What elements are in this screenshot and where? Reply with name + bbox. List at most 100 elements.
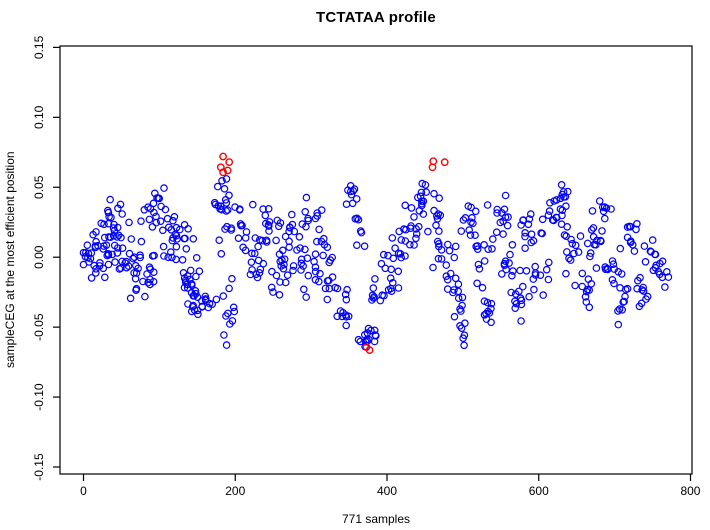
data-point [536, 271, 545, 280]
data-point [480, 311, 489, 319]
data-point [251, 234, 260, 242]
data-point [157, 202, 165, 211]
data-point [467, 203, 475, 212]
data-point [658, 273, 667, 282]
data-point [262, 238, 271, 246]
data-point [430, 206, 438, 215]
data-point [607, 205, 615, 213]
data-point [558, 206, 567, 215]
data-point [254, 242, 262, 251]
data-point [473, 279, 481, 288]
data-point [445, 246, 454, 255]
data-point [466, 231, 475, 239]
data-point [442, 261, 451, 269]
data-point [323, 243, 332, 252]
data-point [113, 249, 122, 257]
data-point [151, 189, 159, 198]
data-point [179, 268, 188, 277]
data-point [150, 268, 158, 277]
data-point [220, 185, 229, 193]
data-point [109, 231, 118, 240]
data-point [215, 236, 224, 245]
data-point [581, 292, 590, 301]
data-point [219, 292, 228, 300]
data-point [159, 226, 167, 235]
data-point [516, 266, 524, 275]
data-point [275, 290, 284, 299]
data-point [195, 267, 204, 276]
data-point [354, 335, 363, 344]
data-point [118, 210, 127, 218]
y-tick-label: 0.05 [32, 175, 46, 199]
data-point [517, 317, 525, 325]
data-point [435, 227, 443, 235]
data-point [153, 194, 161, 202]
data-point [156, 217, 165, 226]
data-point [122, 257, 130, 266]
data-point [557, 220, 566, 229]
data-point [87, 249, 96, 257]
data-point [278, 246, 287, 255]
x-tick-label: 600 [529, 484, 549, 498]
data-point [333, 312, 342, 321]
data-point [92, 228, 100, 236]
data-point [526, 210, 535, 218]
data-point [454, 294, 463, 303]
data-point [443, 275, 452, 284]
data-point [454, 280, 463, 289]
data-point [360, 242, 369, 251]
data-point [620, 297, 629, 306]
data-point [418, 199, 426, 208]
data-point [301, 245, 309, 254]
data-point [276, 219, 285, 227]
data-point [544, 258, 553, 267]
data-point [371, 331, 380, 340]
data-point [527, 238, 536, 247]
data-point [304, 271, 313, 280]
data-point [269, 288, 277, 296]
data-point [485, 309, 494, 317]
data-point [507, 288, 516, 297]
data-point [406, 224, 415, 233]
data-point [228, 274, 236, 283]
data-point [315, 225, 323, 234]
data-point [352, 195, 361, 203]
data-point [223, 206, 232, 214]
data-point [560, 231, 569, 239]
data-point [394, 284, 403, 292]
data-point [255, 268, 264, 277]
data-point [450, 312, 459, 321]
data-point [537, 229, 545, 237]
data-point [236, 205, 244, 214]
data-point [595, 197, 604, 205]
data-point [201, 292, 210, 301]
data-point [405, 240, 414, 249]
data-point [360, 330, 369, 339]
data-point [597, 237, 605, 246]
data-point [167, 248, 175, 256]
y-tick-label: 0.10 [32, 105, 46, 129]
data-point [419, 210, 428, 218]
data-point [640, 242, 649, 250]
data-point [259, 259, 268, 268]
data-point [424, 227, 432, 236]
data-point [249, 200, 257, 209]
data-point [562, 232, 571, 241]
data-point [301, 208, 310, 216]
data-point [247, 258, 256, 267]
data-point [108, 250, 116, 259]
data-point [114, 231, 123, 240]
data-point [527, 230, 536, 239]
plot-box [59, 45, 693, 475]
data-point [226, 320, 234, 328]
data-point [643, 292, 652, 301]
data-point [317, 206, 326, 214]
data-point [435, 194, 444, 203]
data-point [638, 286, 646, 294]
data-point [501, 191, 510, 200]
data-point [316, 269, 324, 278]
highlighted-data-point [223, 166, 232, 175]
data-point [148, 252, 157, 260]
data-point [538, 215, 547, 224]
data-point [544, 275, 553, 284]
